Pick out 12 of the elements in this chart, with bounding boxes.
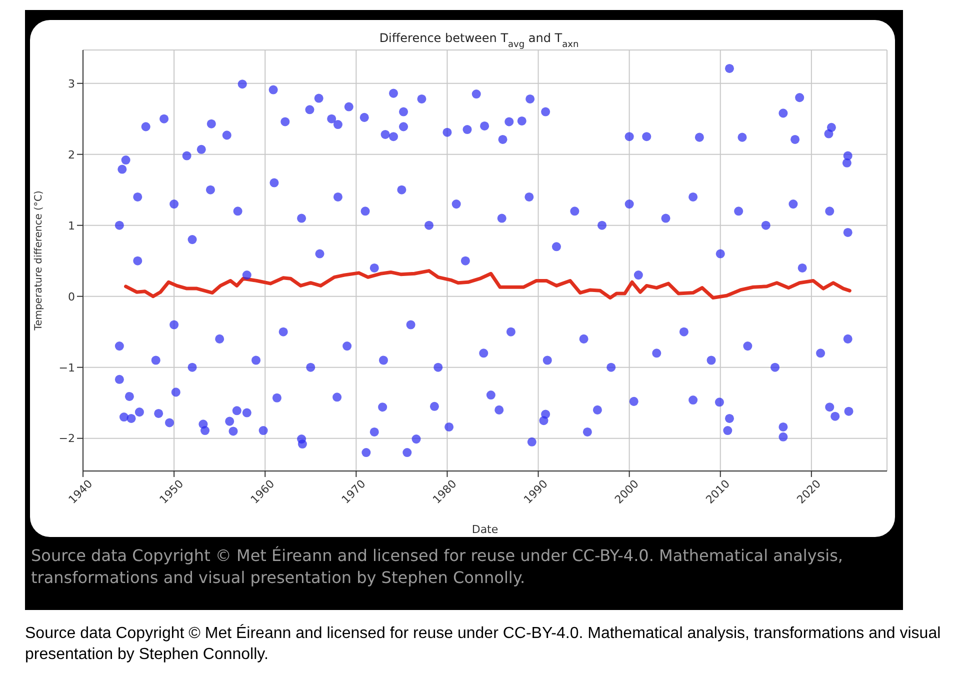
y-tick-label: −1 [58,361,75,374]
y-tick-label: 0 [68,290,75,304]
y-tick-label: −2 [58,432,75,446]
y-tick-label: 1 [68,219,75,232]
line-series [124,269,852,300]
x-axis-title: Date [472,523,498,536]
source-note: Source data Copyright © Met Éireann and licensed for reuse under CC-BY-4.0. Mathematical analysis, transformations and visual presentation by Stephen Connolly. [25,623,942,665]
chart-title: Difference between T$_{avg}$ and T$_{axn}$ [379,31,579,50]
y-axis-title: Temperature difference (°C) [34,190,45,332]
source-note: Source data Copyright © Met Éireann and licensed for reuse under CC-BY-4.0. Mathematical analysis, transformations and visual presentation by Stephen Connolly. [31,545,844,589]
y-tick-label: 3 [68,77,75,90]
y-tick-label: 2 [68,148,75,162]
